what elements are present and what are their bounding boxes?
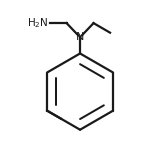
Text: N: N xyxy=(76,32,84,42)
Text: H$_2$N: H$_2$N xyxy=(27,16,49,30)
